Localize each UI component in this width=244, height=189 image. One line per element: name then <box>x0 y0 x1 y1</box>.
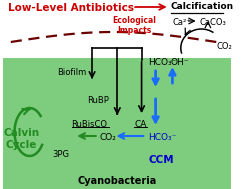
Bar <box>3 0 231 58</box>
Text: 3PG: 3PG <box>52 150 69 159</box>
Text: OH⁻: OH⁻ <box>171 58 189 67</box>
Text: CA: CA <box>134 120 146 129</box>
Text: Cyanobacteria: Cyanobacteria <box>78 176 157 186</box>
Text: Calvin
Cycle: Calvin Cycle <box>3 128 39 150</box>
Text: Calcification: Calcification <box>171 2 234 11</box>
Text: CCM: CCM <box>148 155 174 165</box>
Text: CO₂: CO₂ <box>100 133 116 142</box>
Text: CO₂: CO₂ <box>216 42 232 51</box>
Text: Ecological
Impacts: Ecological Impacts <box>112 16 156 35</box>
FancyBboxPatch shape <box>1 55 233 189</box>
Text: Low-Level Antibiotics: Low-Level Antibiotics <box>8 3 134 13</box>
Text: CaCO₃: CaCO₃ <box>200 18 226 27</box>
Text: Biofilm: Biofilm <box>58 68 87 77</box>
Text: HCO₃⁻: HCO₃⁻ <box>148 58 176 67</box>
Text: RuBisCO: RuBisCO <box>71 120 108 129</box>
Text: HCO₃⁻: HCO₃⁻ <box>148 133 176 142</box>
Text: RuBP: RuBP <box>87 96 109 105</box>
Text: Ca²⁺: Ca²⁺ <box>173 18 191 27</box>
